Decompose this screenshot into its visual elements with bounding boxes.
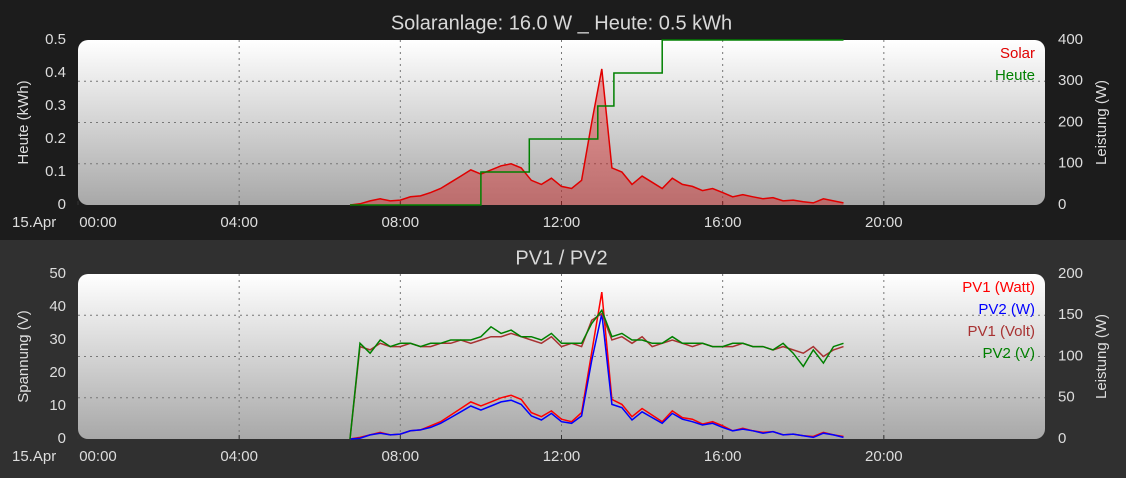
y-tick-label: 0.1: [45, 163, 66, 180]
y-tick-label: 30: [49, 331, 66, 348]
y2-tick-label: 300: [1058, 72, 1083, 89]
y2-axis-label: Leistung (W): [1093, 314, 1110, 399]
y2-tick-label: 200: [1058, 265, 1083, 282]
y2-tick-label: 200: [1058, 113, 1083, 130]
legend-entry: PV1 (Watt): [962, 279, 1035, 296]
y-tick-label: 50: [49, 265, 66, 282]
y-tick-label: 0.3: [45, 97, 66, 114]
x-tick-label: 08:00: [382, 448, 420, 465]
date-label: 15.Apr: [12, 214, 56, 231]
y2-tick-label: 400: [1058, 31, 1083, 48]
y-tick-label: 0.4: [45, 64, 66, 81]
y-tick-label: 0: [58, 430, 66, 447]
y-tick-label: 0: [58, 196, 66, 213]
legend-entry: PV1 (Volt): [967, 323, 1035, 340]
y-axis-label: Heute (kWh): [15, 80, 32, 164]
legend-entry: Heute: [995, 67, 1035, 84]
series-line: [349, 68, 844, 206]
x-tick-label: 12:00: [543, 214, 581, 231]
series-line: [349, 313, 844, 440]
y-tick-label: 10: [49, 397, 66, 414]
y-tick-label: 0.5: [45, 31, 66, 48]
chart-title: Solaranlage: 16.0 W _ Heute: 0.5 kWh: [391, 12, 732, 34]
chart-title: PV1 / PV2: [515, 247, 607, 269]
legend-entry: PV2 (W): [978, 301, 1035, 318]
y2-axis-label: Leistung (W): [1093, 80, 1110, 165]
x-tick-label: 00:00: [79, 214, 117, 231]
x-tick-label: 16:00: [704, 214, 742, 231]
series-line: [350, 39, 844, 206]
y2-tick-label: 0: [1058, 196, 1066, 213]
y2-tick-label: 100: [1058, 155, 1083, 172]
y-axis-label: Spannung (V): [15, 310, 32, 403]
x-tick-label: 20:00: [865, 214, 903, 231]
y-tick-label: 0.2: [45, 130, 66, 147]
legend-entry: Solar: [1000, 45, 1035, 62]
x-tick-label: 20:00: [865, 448, 903, 465]
x-tick-label: 04:00: [220, 214, 258, 231]
x-tick-label: 16:00: [704, 448, 742, 465]
x-tick-label: 08:00: [382, 214, 420, 231]
y2-tick-label: 150: [1058, 306, 1083, 323]
series-line: [349, 308, 844, 440]
x-tick-label: 00:00: [79, 448, 117, 465]
y-tick-label: 40: [49, 298, 66, 315]
date-label: 15.Apr: [12, 448, 56, 465]
y-tick-label: 20: [49, 364, 66, 381]
x-tick-label: 04:00: [220, 448, 258, 465]
legend-entry: PV2 (V): [982, 345, 1035, 362]
y2-tick-label: 50: [1058, 389, 1075, 406]
y2-tick-label: 100: [1058, 347, 1083, 364]
x-tick-label: 12:00: [543, 448, 581, 465]
y2-tick-label: 0: [1058, 430, 1066, 447]
